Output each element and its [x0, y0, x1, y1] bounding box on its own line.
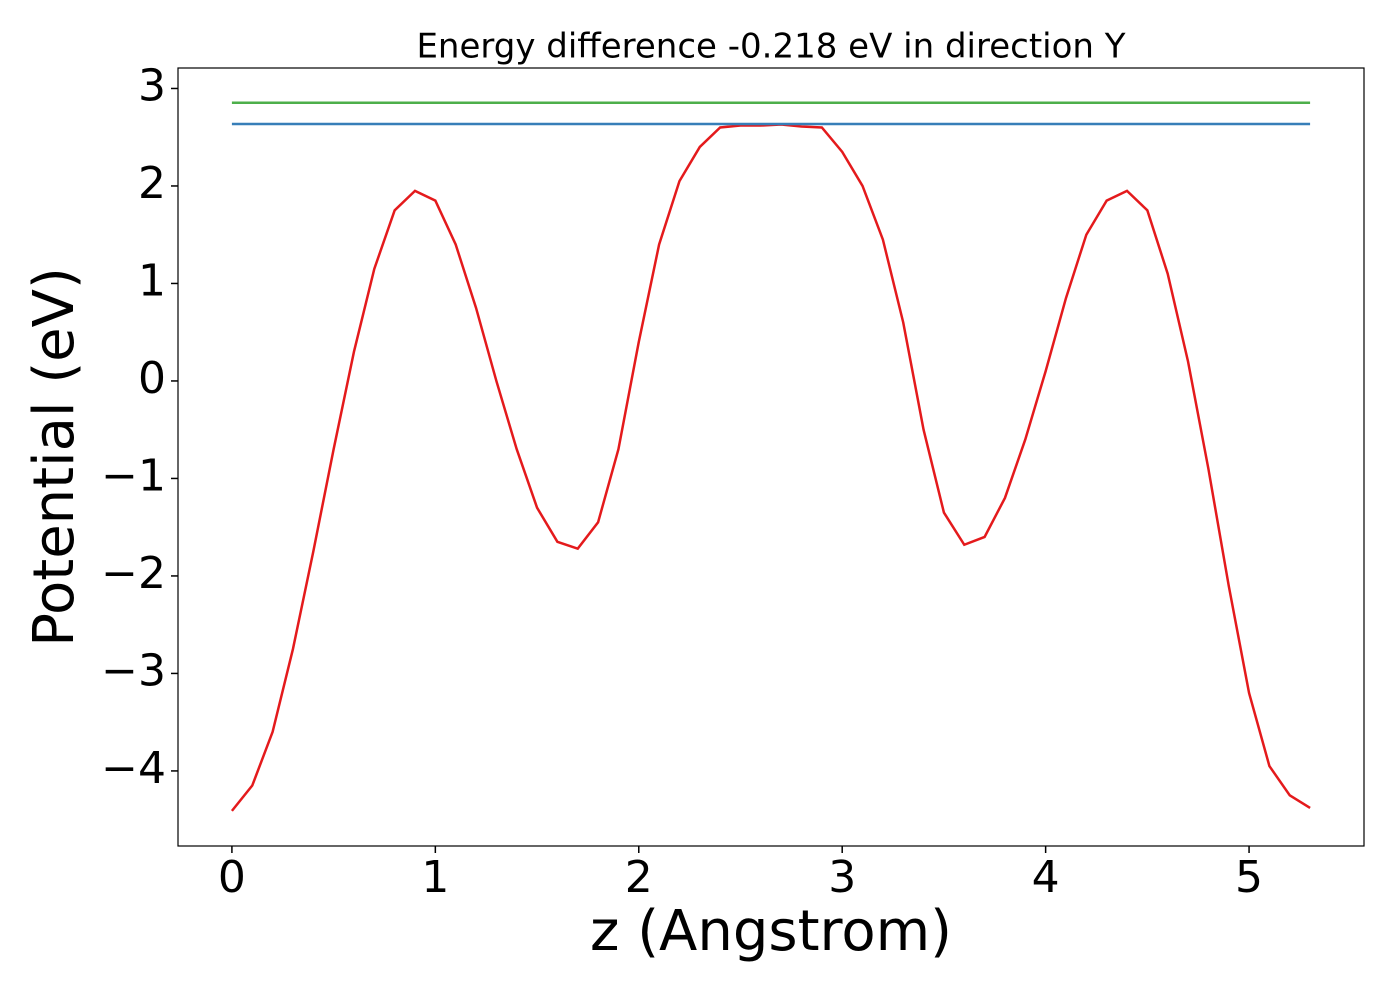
- y-tick-label: 2: [138, 158, 166, 209]
- x-tick-label: 0: [218, 852, 246, 903]
- y-tick-label: −2: [101, 548, 166, 599]
- y-tick-label: −1: [101, 450, 166, 501]
- y-tick-label: 3: [138, 60, 166, 111]
- x-tick-label: 5: [1235, 852, 1263, 903]
- x-tick-label: 1: [421, 852, 449, 903]
- x-axis-label: z (Angstrom): [590, 899, 952, 964]
- x-tick-label: 4: [1032, 852, 1060, 903]
- chart-title: Energy difference -0.218 eV in direction…: [416, 27, 1125, 67]
- plot-frame: [177, 67, 1365, 847]
- x-tick-label: 3: [828, 852, 856, 903]
- y-tick-label: −3: [101, 645, 166, 696]
- x-tick-label: 2: [625, 852, 653, 903]
- y-axis-label: Potential (eV): [22, 267, 87, 647]
- y-tick-label: 0: [138, 353, 166, 404]
- y-tick-label: 1: [138, 255, 166, 306]
- y-tick-label: −4: [101, 743, 166, 794]
